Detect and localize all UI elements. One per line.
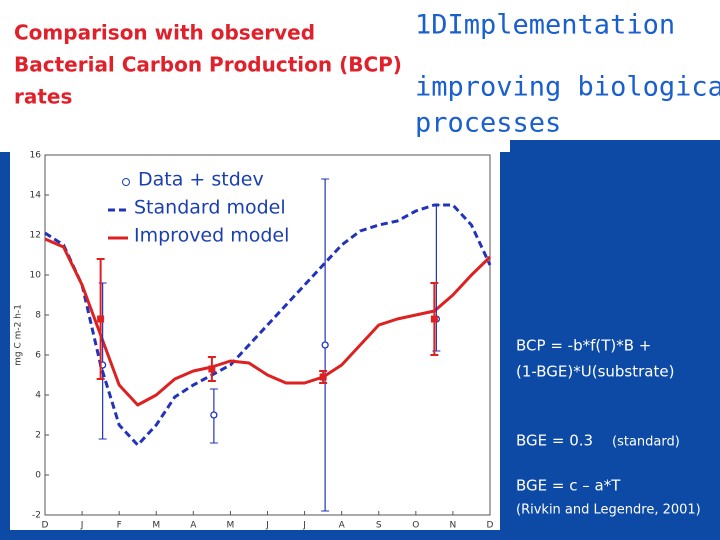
legend-label: Standard model: [134, 197, 286, 219]
y-tick-label: 16: [30, 151, 42, 161]
subtitle: 1DImplementation: [415, 10, 675, 41]
y-tick-label: 10: [30, 271, 42, 281]
subtitle: processes: [415, 108, 561, 139]
legend-label: Data + stdev: [138, 169, 264, 191]
title: Comparison with observed: [14, 21, 315, 45]
y-axis-label: mg C m-2 h-1: [14, 304, 24, 366]
x-tick-label: A: [339, 521, 346, 531]
x-tick-label: M: [152, 521, 160, 531]
chart-panel: [10, 140, 500, 530]
x-tick-label: S: [376, 521, 382, 531]
legend-label: Improved model: [134, 225, 289, 247]
y-tick-label: 8: [35, 311, 41, 321]
annotation: (1-BGE)*U(substrate): [516, 363, 674, 381]
title: Bacterial Carbon Production (BCP): [14, 53, 402, 77]
y-tick-label: 0: [35, 471, 41, 481]
x-tick-label: O: [412, 521, 419, 531]
legend-symbol: [122, 178, 130, 186]
subtitle: improving biological: [415, 72, 720, 103]
series-line: [44, 203, 492, 447]
y-tick-label: 2: [35, 431, 41, 441]
x-tick-label: J: [80, 521, 84, 531]
title-band: [0, 0, 720, 140]
x-tick-label: J: [302, 521, 306, 531]
data-point: [97, 315, 105, 323]
data-point: [430, 315, 438, 323]
x-tick-label: N: [450, 521, 457, 531]
title: rates: [14, 85, 72, 109]
data-point: [319, 373, 327, 381]
y-tick-label: 14: [30, 191, 42, 201]
annotation: (standard): [612, 435, 680, 450]
x-tick-label: A: [190, 521, 197, 531]
series-line: [44, 237, 492, 407]
standard-point: [321, 341, 329, 349]
x-tick-label: J: [265, 521, 269, 531]
y-tick-label: -2: [32, 511, 41, 521]
y-tick-label: 4: [35, 391, 41, 401]
x-tick-label: M: [227, 521, 235, 531]
annotation: BGE = 0.3: [516, 432, 593, 450]
y-tick-label: 6: [35, 351, 41, 361]
x-tick-label: D: [487, 521, 494, 531]
annotation: BCP = -b*f(T)*B +: [516, 337, 651, 355]
standard-point: [210, 411, 218, 419]
y-tick-label: 12: [30, 231, 41, 241]
x-tick-label: D: [42, 521, 49, 531]
annotation: BGE = c – a*T: [516, 477, 621, 495]
annotation: (Rivkin and Legendre, 2001): [516, 503, 701, 518]
x-tick-label: F: [117, 521, 122, 531]
data-point: [208, 365, 216, 373]
